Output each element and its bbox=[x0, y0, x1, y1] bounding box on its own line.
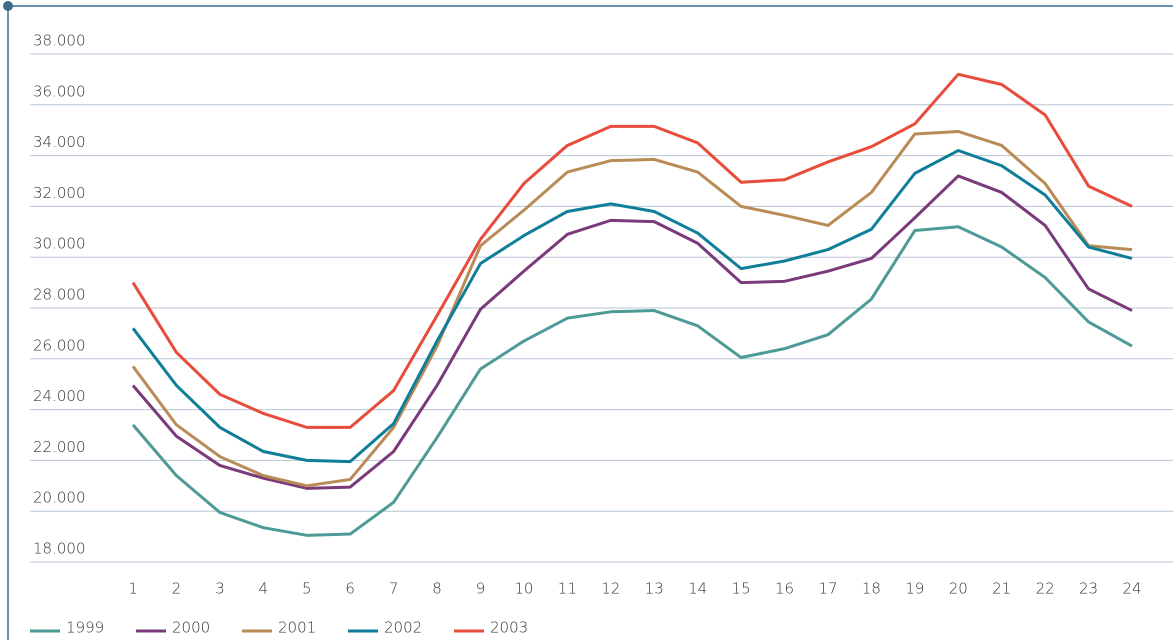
x-tick-label: 22 bbox=[1036, 580, 1055, 598]
series-line bbox=[131, 129, 1133, 488]
x-tick-label: 7 bbox=[389, 580, 399, 598]
y-tick-label: 30.000 bbox=[33, 235, 86, 253]
x-tick-label: 24 bbox=[1122, 580, 1141, 598]
x-tick-label: 1 bbox=[128, 580, 138, 598]
x-tick-label: 20 bbox=[949, 580, 968, 598]
legend-label: 2003 bbox=[490, 619, 528, 637]
y-tick-label: 20.000 bbox=[33, 489, 86, 507]
x-tick-label: 21 bbox=[992, 580, 1011, 598]
legend-label: 1999 bbox=[66, 619, 104, 637]
x-tick-label: 9 bbox=[476, 580, 486, 598]
x-tick-label: 8 bbox=[432, 580, 442, 598]
frame-dot bbox=[3, 1, 13, 11]
x-tick-label: 10 bbox=[514, 580, 533, 598]
series-line bbox=[131, 72, 1133, 429]
x-tick-label: 19 bbox=[905, 580, 924, 598]
y-tick-label: 38.000 bbox=[33, 32, 86, 50]
y-tick-label: 32.000 bbox=[33, 184, 86, 202]
y-tick-label: 24.000 bbox=[33, 387, 86, 405]
y-tick-label: 28.000 bbox=[33, 286, 86, 304]
x-tick-label: 18 bbox=[862, 580, 881, 598]
x-tick-label: 15 bbox=[732, 580, 751, 598]
x-tick-label: 11 bbox=[558, 580, 577, 598]
x-tick-label: 6 bbox=[345, 580, 355, 598]
x-tick-label: 14 bbox=[688, 580, 707, 598]
x-tick-label: 2 bbox=[172, 580, 182, 598]
x-tick-label: 17 bbox=[818, 580, 837, 598]
legend-label: 2002 bbox=[384, 619, 422, 637]
x-tick-label: 5 bbox=[302, 580, 312, 598]
x-tick-label: 16 bbox=[775, 580, 794, 598]
x-tick-label: 3 bbox=[215, 580, 225, 598]
series-line bbox=[131, 174, 1133, 490]
legend-label: 2001 bbox=[278, 619, 316, 637]
x-tick-label: 4 bbox=[259, 580, 269, 598]
x-tick-label: 12 bbox=[601, 580, 620, 598]
series-line bbox=[131, 225, 1133, 537]
series-line bbox=[131, 149, 1133, 464]
x-tick-label: 13 bbox=[645, 580, 664, 598]
y-tick-label: 36.000 bbox=[33, 82, 86, 100]
y-tick-label: 34.000 bbox=[33, 133, 86, 151]
y-tick-label: 18.000 bbox=[33, 540, 86, 558]
y-tick-label: 22.000 bbox=[33, 438, 86, 456]
legend-label: 2000 bbox=[172, 619, 210, 637]
y-tick-label: 26.000 bbox=[33, 336, 86, 354]
x-tick-label: 23 bbox=[1079, 580, 1098, 598]
